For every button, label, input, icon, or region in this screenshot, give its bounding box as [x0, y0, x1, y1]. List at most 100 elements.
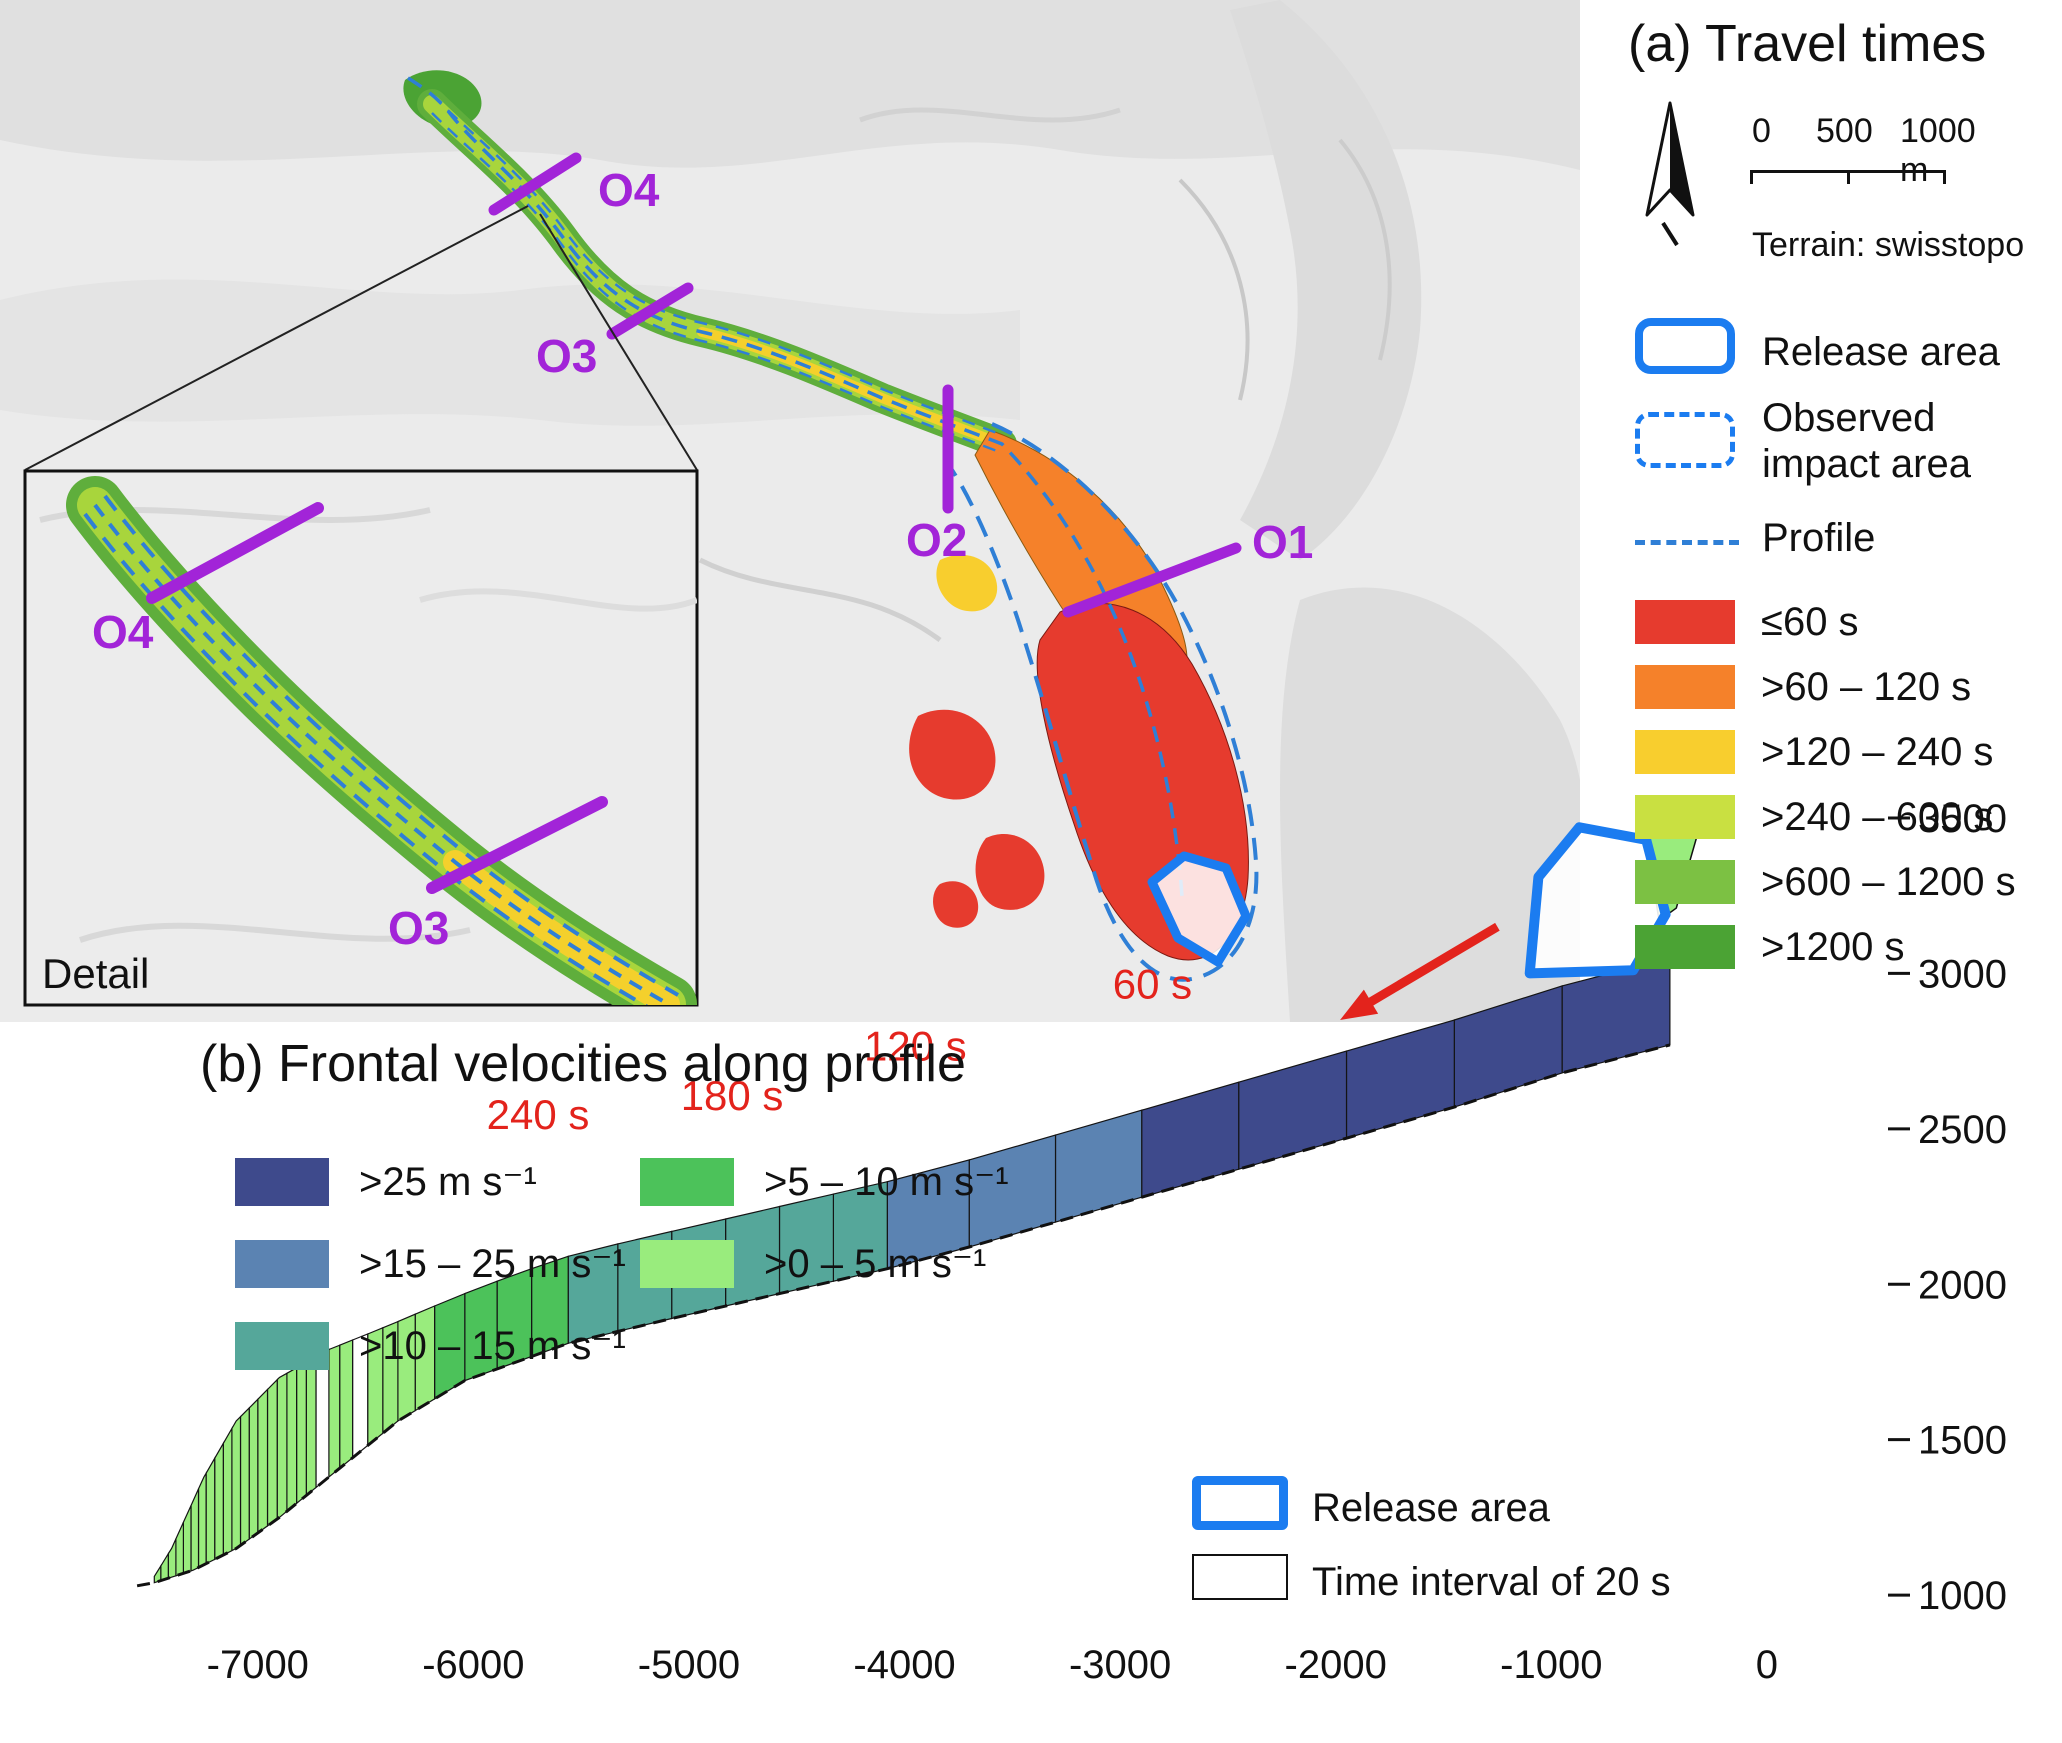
velocity-legend-col1: >25 m s⁻¹ >15 – 25 m s⁻¹ >10 – 15 m s⁻¹ [235, 1158, 626, 1404]
marker-label-o1: O1 [1252, 516, 1313, 568]
panel-b-title: (b) Frontal velocities along profile [200, 1035, 966, 1093]
travel-time-zones [403, 70, 1249, 961]
velocity-segment [239, 1406, 250, 1547]
terrain-credit: Terrain: swisstopo [1752, 226, 2025, 264]
velocity-segment [205, 1456, 216, 1565]
travel-time-class-row: >60 – 120 s [1635, 665, 2016, 709]
release-area-symbol-b [1192, 1476, 1288, 1530]
velocity-class-row: >25 m s⁻¹ [235, 1158, 626, 1206]
velocity-class-swatch [235, 1240, 329, 1288]
x-axis-tick-label: -6000 [422, 1643, 524, 1687]
velocity-class-label: >15 – 25 m s⁻¹ [359, 1242, 626, 1286]
x-axis-tick-label: -4000 [853, 1643, 955, 1687]
travel-times-legend: (a) Travel times 0 500 1000 m Terrain: s… [1600, 0, 2062, 1022]
x-axis-tick-label: -7000 [207, 1643, 309, 1687]
time-label: 240 s [487, 1091, 590, 1138]
travel-time-class-label: >60 – 120 s [1761, 665, 1972, 709]
travel-time-class-list: ≤60 s >60 – 120 s >120 – 240 s >240 – 600 s… [1635, 600, 2016, 990]
velocity-segment [1345, 1019, 1455, 1139]
x-axis-tick-label: -5000 [638, 1643, 740, 1687]
velocity-class-swatch [235, 1158, 329, 1206]
velocity-class-label: >25 m s⁻¹ [359, 1160, 537, 1204]
velocity-class-row: >0 – 5 m s⁻¹ [640, 1240, 1009, 1288]
scale-bar-line [1750, 170, 1946, 187]
time-interval-label: Time interval of 20 s [1312, 1560, 1671, 1604]
travel-time-class-swatch [1635, 795, 1735, 839]
velocity-segment [182, 1505, 192, 1575]
travel-time-class-label: >1200 s [1761, 925, 1905, 969]
profile-line [407, 76, 1184, 897]
travel-time-class-swatch [1635, 925, 1735, 969]
detail-label-o3: O3 [388, 902, 449, 954]
velocity-class-row: >15 – 25 m s⁻¹ [235, 1240, 626, 1288]
travel-time-class-swatch [1635, 860, 1735, 904]
detail-caption: Detail [42, 950, 149, 997]
release-area-label-b: Release area [1312, 1486, 1550, 1530]
velocity-segment [190, 1488, 200, 1572]
travel-times-map: O4 O3 O2 O1 [0, 0, 1580, 1022]
marker-label-o2: O2 [906, 514, 967, 566]
velocity-segment [160, 1551, 169, 1582]
scale-tick-500: 500 [1816, 112, 1873, 150]
y-axis-tick-label: 2000 [1918, 1263, 2007, 1307]
velocity-segment [175, 1522, 184, 1577]
travel-time-class-swatch [1635, 600, 1735, 644]
detail-marker-line-o4 [146, 502, 324, 604]
inset-connector-line [24, 205, 529, 471]
velocity-class-label: >0 – 5 m s⁻¹ [764, 1242, 987, 1286]
velocity-segment [231, 1415, 242, 1552]
travel-time-class-swatch [1635, 665, 1735, 709]
hillshade-relief [0, 0, 1580, 1022]
marker-label-o4: O4 [598, 164, 660, 216]
red-patch [933, 881, 979, 928]
velocity-class-row: >5 – 10 m s⁻¹ [640, 1158, 1009, 1206]
travel-time-class-row: >240 – 600 s [1635, 795, 2016, 839]
red-patch [909, 709, 996, 800]
velocity-class-swatch [235, 1322, 329, 1370]
y-axis-tick-label: 2500 [1918, 1108, 2007, 1152]
velocity-segment [153, 1563, 162, 1584]
marker-line-o3 [606, 282, 694, 340]
travel-time-class-label: >120 – 240 s [1761, 730, 1994, 774]
velocity-segment [1054, 1109, 1143, 1223]
travel-time-class-label: >600 – 1200 s [1761, 860, 2016, 904]
time-interval-symbol [1192, 1554, 1288, 1600]
velocity-class-swatch [640, 1158, 734, 1206]
north-arrow-icon [1645, 101, 1695, 247]
marker-line-o1 [1062, 542, 1242, 618]
velocity-class-label: >5 – 10 m s⁻¹ [764, 1160, 1009, 1204]
observed-impact-label-2: impact area [1762, 442, 1971, 486]
detail-inset: O4 O3 Detail [23, 469, 699, 1007]
travel-time-class-label: ≤60 s [1761, 600, 1859, 644]
observed-impact-symbol [1635, 412, 1735, 468]
panel-a-title: (a) Travel times [1628, 15, 1987, 73]
x-axis-tick-label: -1000 [1500, 1643, 1602, 1687]
travel-time-class-row: >600 – 1200 s [1635, 860, 2016, 904]
velocity-segment [222, 1426, 233, 1556]
velocity-segment [214, 1441, 224, 1561]
y-axis-tick-label: 1000 [1918, 1574, 2007, 1618]
velocity-segment [248, 1397, 259, 1541]
yellow-patch [936, 554, 998, 612]
section-markers [488, 152, 1242, 618]
velocity-class-swatch [640, 1240, 734, 1288]
velocity-segment [1238, 1050, 1348, 1170]
release-area-symbol [1635, 318, 1735, 374]
travel-time-class-row: ≤60 s [1635, 600, 2016, 644]
velocity-segment [1141, 1081, 1240, 1198]
travel-time-class-swatch [1635, 730, 1735, 774]
inset-connector-line [539, 213, 698, 471]
velocity-segment [197, 1471, 207, 1569]
velocity-segment [257, 1388, 269, 1535]
detail-marker-line-o3 [426, 796, 608, 894]
travel-time-class-row: >1200 s [1635, 925, 2016, 969]
travel-time-class-label: >240 – 600 s [1761, 795, 1994, 839]
velocity-class-label: >10 – 15 m s⁻¹ [359, 1324, 626, 1368]
travel-time-class-row: >120 – 240 s [1635, 730, 2016, 774]
marker-line-o4 [488, 152, 582, 216]
red-patch [975, 833, 1045, 910]
velocity-class-row: >10 – 15 m s⁻¹ [235, 1322, 626, 1370]
observed-impact-label-1: Observed [1762, 396, 1936, 440]
marker-label-o3: O3 [536, 330, 597, 382]
